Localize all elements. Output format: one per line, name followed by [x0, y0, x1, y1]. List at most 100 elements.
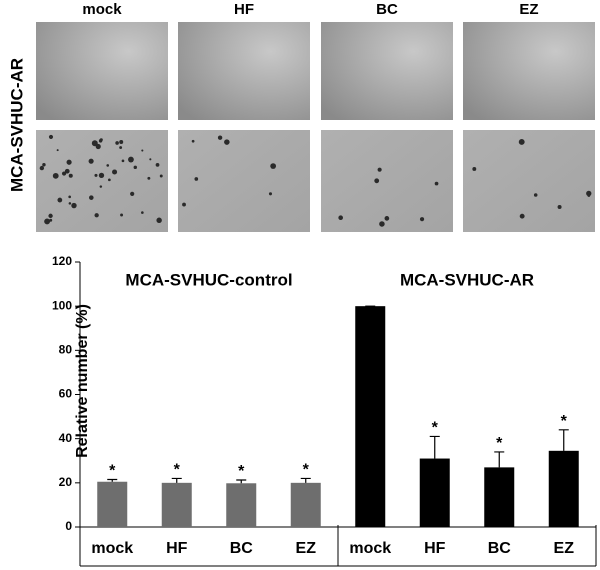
column-label: BC: [376, 1, 398, 18]
micrograph: [321, 22, 453, 120]
error-bar: [494, 451, 505, 468]
colony: [39, 165, 45, 171]
y-tick-label: 40: [59, 431, 73, 445]
colony: [89, 195, 94, 200]
colony: [49, 218, 53, 222]
bar: [548, 450, 579, 527]
row-label: MCA-SVHUC-AR: [7, 58, 26, 192]
bar: [484, 467, 515, 527]
colony: [42, 163, 46, 167]
colony: [519, 213, 525, 219]
x-tick-label: mock: [349, 540, 391, 557]
colony: [95, 143, 101, 150]
colony: [115, 141, 119, 145]
y-tick-label: 120: [52, 254, 72, 268]
colony: [112, 169, 118, 175]
column-label: EZ: [519, 1, 538, 18]
colony: [119, 146, 123, 149]
colony: [128, 156, 134, 163]
colony: [88, 158, 94, 164]
bar: [290, 482, 321, 527]
error-bar: [558, 429, 569, 451]
group-title: MCA-SVHUC-control: [125, 270, 292, 289]
colony: [268, 192, 273, 196]
colony: [94, 213, 99, 218]
bar: [226, 483, 257, 527]
colony: [106, 164, 110, 167]
colony: [91, 140, 98, 147]
colony: [108, 178, 111, 182]
significance: *: [238, 463, 245, 480]
colony: [130, 191, 135, 197]
colony: [557, 204, 562, 209]
colony: [472, 167, 477, 171]
x-tick-label: HF: [424, 540, 446, 557]
colony: [99, 185, 103, 188]
x-tick-label: mock: [91, 540, 133, 557]
bar: [419, 458, 450, 527]
colony: [379, 221, 385, 227]
colony: [52, 172, 59, 179]
column-label: HF: [234, 1, 254, 18]
significance: *: [109, 463, 116, 480]
micrograph: [36, 22, 168, 120]
error-bar: [429, 435, 440, 459]
significance: *: [561, 413, 568, 430]
micrograph: [178, 130, 310, 232]
colony: [586, 190, 592, 197]
colony: [121, 159, 125, 163]
y-tick-label: 20: [59, 475, 73, 489]
colony: [71, 202, 77, 209]
colony: [338, 215, 343, 221]
significance: *: [303, 462, 310, 479]
bar: [97, 481, 128, 527]
y-tick-label: 100: [52, 298, 72, 312]
micrograph: [463, 130, 595, 232]
colony: [270, 163, 277, 169]
colony: [533, 193, 538, 197]
colony: [44, 218, 51, 225]
colony: [147, 176, 151, 180]
colony: [191, 139, 195, 143]
colony: [120, 213, 124, 217]
y-axis-label: Relative number (%): [74, 304, 91, 458]
bar: [355, 306, 386, 527]
colony: [61, 171, 67, 176]
colony: [217, 135, 223, 140]
colony: [224, 139, 230, 145]
colony: [68, 202, 72, 205]
colony: [48, 213, 53, 219]
x-tick-label: EZ: [296, 540, 317, 557]
colony: [57, 197, 63, 203]
colony: [384, 216, 390, 221]
y-tick-label: 60: [59, 387, 73, 401]
colony: [98, 172, 105, 179]
colony: [94, 173, 98, 177]
y-tick-label: 0: [65, 519, 72, 533]
colony: [159, 174, 163, 178]
bar: [161, 482, 192, 527]
colony: [66, 159, 72, 165]
colony: [119, 140, 124, 145]
colony: [194, 177, 199, 181]
colony: [182, 202, 186, 207]
error-bar: [300, 477, 311, 483]
column-label: mock: [82, 1, 122, 18]
colony: [518, 138, 525, 145]
significance: *: [174, 462, 181, 479]
colony: [48, 134, 54, 140]
error-bar: [107, 478, 118, 482]
colony: [434, 181, 439, 186]
x-tick-label: BC: [230, 540, 254, 557]
colony: [133, 165, 137, 170]
colony: [64, 168, 70, 174]
colony: [56, 149, 59, 152]
colony: [149, 158, 152, 161]
group-title: MCA-SVHUC-AR: [400, 270, 534, 289]
colony: [141, 211, 144, 214]
micrograph: [321, 130, 453, 232]
colony: [68, 195, 71, 199]
significance: *: [432, 420, 439, 437]
x-tick-label: EZ: [554, 540, 575, 557]
